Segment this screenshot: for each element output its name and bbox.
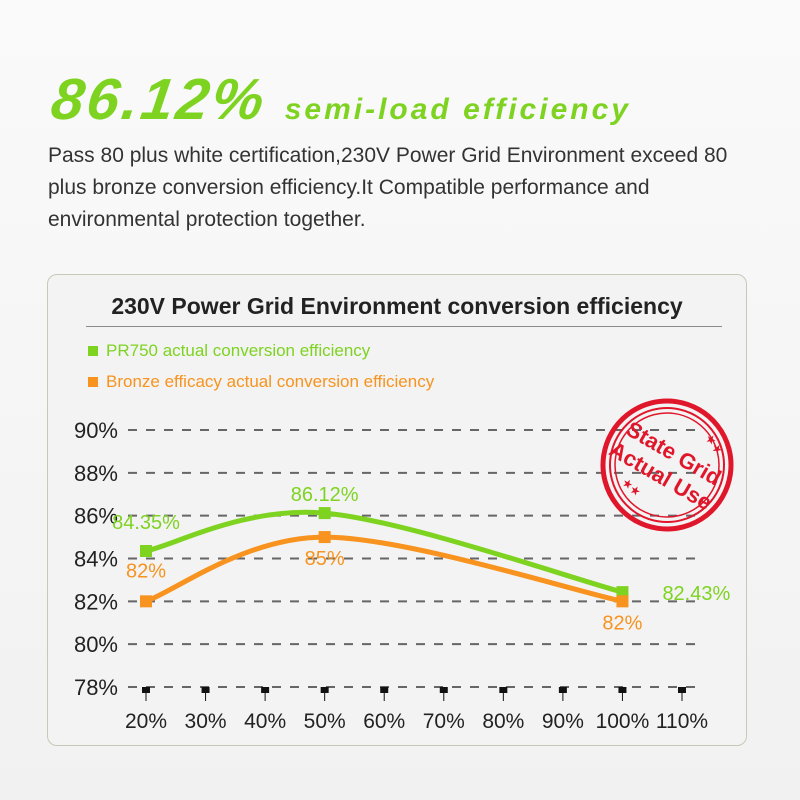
stamp-ring [609, 407, 725, 523]
x-tick-mark [558, 687, 567, 693]
stamp-ring [600, 398, 734, 532]
x-tick-label: 110% [656, 710, 708, 733]
x-tick-label: 90% [542, 710, 584, 733]
chart-title: 230V Power Grid Environment conversion e… [111, 293, 683, 319]
legend-label: Bronze efficacy actual conversion effici… [106, 372, 435, 391]
legend-item-bronze: Bronze efficacy actual conversion effici… [88, 372, 434, 392]
x-tick-mark [678, 687, 686, 693]
data-label: 86.12% [291, 484, 359, 506]
x-tick-mark [618, 687, 627, 693]
y-tick-label: 84% [74, 547, 118, 572]
headline-subtitle: semi-load efficiency [284, 93, 631, 126]
x-tick-label: 80% [482, 710, 524, 733]
y-tick-label: 78% [74, 675, 118, 700]
data-point [140, 545, 152, 558]
x-tick-label: 30% [185, 710, 227, 733]
data-label: 84.35% [112, 512, 180, 534]
data-point [318, 531, 331, 544]
chart-panel: 230V Power Grid Environment conversion e… [47, 274, 747, 746]
y-tick-label: 90% [74, 418, 118, 443]
description: Pass 80 plus white certification,230V Po… [48, 144, 728, 231]
data-label: 85% [305, 548, 345, 570]
x-tick-mark [380, 687, 389, 693]
x-tick-mark [320, 687, 329, 693]
legend-swatch [88, 346, 98, 356]
x-tick-mark [261, 687, 270, 693]
x-tick-mark [142, 687, 150, 693]
x-tick-label: 70% [423, 710, 465, 733]
data-label: 82.43% [662, 583, 730, 605]
x-tick-label: 50% [304, 710, 346, 733]
x-tick-label: 40% [244, 710, 286, 733]
data-point [616, 586, 629, 599]
x-tick-mark [439, 687, 448, 693]
legend-swatch [88, 377, 98, 387]
y-tick-label: 80% [74, 632, 118, 657]
headline: 86.12% semi-load efficiency [47, 66, 631, 133]
data-label: 82% [602, 612, 642, 634]
x-tick-mark [201, 687, 210, 693]
data-point [140, 595, 152, 608]
x-tick-mark [499, 687, 508, 693]
x-tick-label: 100% [596, 710, 650, 733]
title-divider [86, 326, 722, 327]
data-label: 82% [126, 560, 166, 582]
y-tick-label: 88% [74, 461, 118, 486]
legend-item-pr750: PR750 actual conversion efficiency [88, 341, 370, 361]
stamp-ring [614, 412, 720, 518]
legend-label: PR750 actual conversion efficiency [106, 341, 371, 360]
series-line-0 [145, 509, 624, 595]
data-point [318, 507, 331, 520]
x-tick-label: 60% [363, 710, 405, 733]
data-point [616, 595, 629, 608]
y-tick-label: 82% [74, 589, 118, 614]
x-tick-label: 20% [125, 710, 167, 733]
y-tick-label: 86% [74, 504, 118, 529]
series-line-1 [145, 534, 623, 604]
